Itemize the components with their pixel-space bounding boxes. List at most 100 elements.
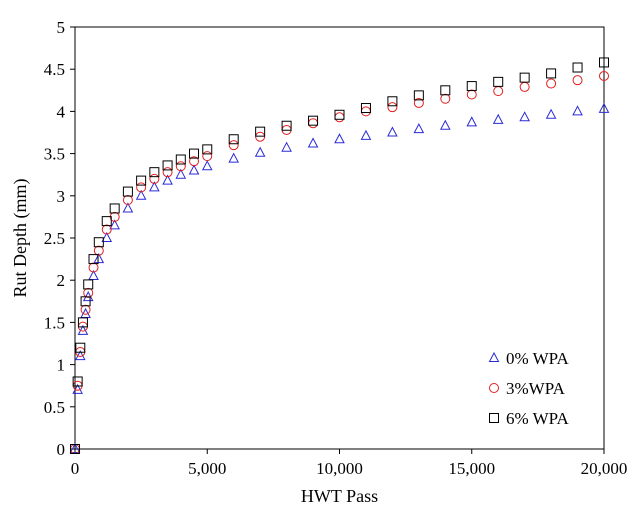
data-point bbox=[149, 181, 160, 192]
data-point bbox=[201, 160, 213, 171]
data-point bbox=[188, 164, 200, 175]
data-point bbox=[202, 144, 213, 155]
x-axis: 0 5,000 10,000 15,000 20,000 bbox=[71, 449, 628, 478]
x-axis-title: HWT Pass bbox=[301, 486, 378, 506]
series-triangle bbox=[69, 102, 610, 453]
data-point bbox=[93, 253, 105, 264]
data-point bbox=[109, 219, 121, 230]
data-point bbox=[519, 81, 530, 92]
data-point bbox=[572, 75, 583, 86]
data-point bbox=[255, 126, 266, 137]
data-point bbox=[88, 269, 99, 280]
data-point bbox=[109, 203, 120, 214]
data-point bbox=[149, 173, 160, 184]
data-point bbox=[599, 70, 609, 81]
x-tick-label: 15,000 bbox=[448, 459, 495, 478]
data-point bbox=[149, 167, 160, 178]
y-tick-label: 4.5 bbox=[44, 60, 65, 79]
legend-label: 3%WPA bbox=[506, 379, 566, 398]
series-square bbox=[70, 57, 609, 454]
y-tick-label: 5 bbox=[57, 18, 66, 37]
data-point bbox=[308, 118, 319, 129]
data-point bbox=[101, 224, 112, 235]
data-point bbox=[360, 103, 371, 114]
x-tick-label: 10,000 bbox=[316, 459, 363, 478]
data-point bbox=[228, 140, 239, 151]
data-point bbox=[334, 112, 345, 123]
data-point bbox=[281, 120, 292, 131]
data-point bbox=[70, 444, 80, 454]
data-point bbox=[281, 141, 292, 152]
data-point bbox=[122, 186, 133, 197]
data-point bbox=[599, 57, 609, 68]
data-point bbox=[413, 90, 424, 101]
y-tick-label: 2.5 bbox=[44, 229, 65, 248]
data-point bbox=[162, 167, 173, 178]
data-point bbox=[77, 324, 89, 335]
data-point bbox=[334, 133, 345, 144]
y-tick-label: 2 bbox=[57, 271, 66, 290]
legend: 0% WPA 3%WPA 6% WPA bbox=[488, 349, 570, 428]
legend-label: 6% WPA bbox=[506, 409, 570, 428]
data-point bbox=[88, 254, 99, 265]
data-point bbox=[598, 102, 610, 113]
y-tick-label: 3.5 bbox=[44, 145, 65, 164]
data-point bbox=[228, 152, 240, 163]
data-point bbox=[83, 287, 94, 298]
data-point bbox=[255, 131, 266, 142]
data-point bbox=[80, 304, 91, 315]
data-point bbox=[439, 119, 451, 130]
data-point bbox=[572, 62, 583, 73]
y-tick-label: 0.5 bbox=[44, 398, 65, 417]
data-point bbox=[75, 342, 86, 353]
data-point bbox=[307, 137, 319, 148]
data-point bbox=[74, 350, 86, 361]
data-point bbox=[387, 96, 398, 107]
data-point bbox=[413, 97, 424, 108]
data-point bbox=[493, 76, 504, 87]
data-point bbox=[72, 383, 83, 394]
data-point bbox=[72, 376, 83, 387]
data-point bbox=[228, 134, 239, 145]
y-axis: 0 0.5 1 1.5 2 2.5 3 3.5 4 4.5 5 bbox=[44, 18, 75, 459]
data-point bbox=[69, 442, 81, 453]
y-axis-title: Rut Depth (mm) bbox=[10, 179, 31, 298]
data-point bbox=[135, 189, 147, 200]
data-point bbox=[175, 161, 186, 172]
data-point bbox=[189, 148, 200, 159]
data-point bbox=[493, 86, 504, 97]
y-tick-label: 1.5 bbox=[44, 313, 65, 332]
data-point bbox=[360, 106, 371, 117]
data-point bbox=[413, 123, 425, 134]
data-point bbox=[122, 202, 134, 213]
data-point bbox=[308, 115, 319, 126]
legend-label: 0% WPA bbox=[506, 349, 570, 368]
data-point bbox=[136, 182, 147, 193]
data-point bbox=[466, 116, 478, 127]
y-tick-label: 0 bbox=[57, 440, 66, 459]
series-layer bbox=[69, 57, 610, 454]
data-point bbox=[546, 68, 557, 79]
data-point bbox=[519, 72, 530, 83]
x-tick-label: 20,000 bbox=[581, 459, 628, 478]
data-point bbox=[334, 109, 345, 120]
data-point bbox=[189, 156, 200, 167]
data-point bbox=[101, 216, 112, 227]
x-tick-label: 0 bbox=[71, 459, 80, 478]
y-tick-label: 1 bbox=[57, 356, 66, 375]
data-point bbox=[101, 231, 113, 242]
data-point bbox=[492, 113, 504, 124]
data-point bbox=[93, 245, 104, 256]
data-point bbox=[88, 262, 99, 273]
legend-marker-square bbox=[489, 413, 499, 423]
data-point bbox=[162, 160, 173, 171]
data-point bbox=[202, 151, 213, 162]
data-point bbox=[545, 108, 557, 119]
data-point bbox=[387, 126, 398, 137]
y-tick-label: 4 bbox=[57, 102, 66, 121]
y-tick-label: 3 bbox=[57, 187, 66, 206]
data-point bbox=[175, 154, 186, 165]
data-point bbox=[136, 175, 147, 186]
data-point bbox=[162, 174, 173, 185]
